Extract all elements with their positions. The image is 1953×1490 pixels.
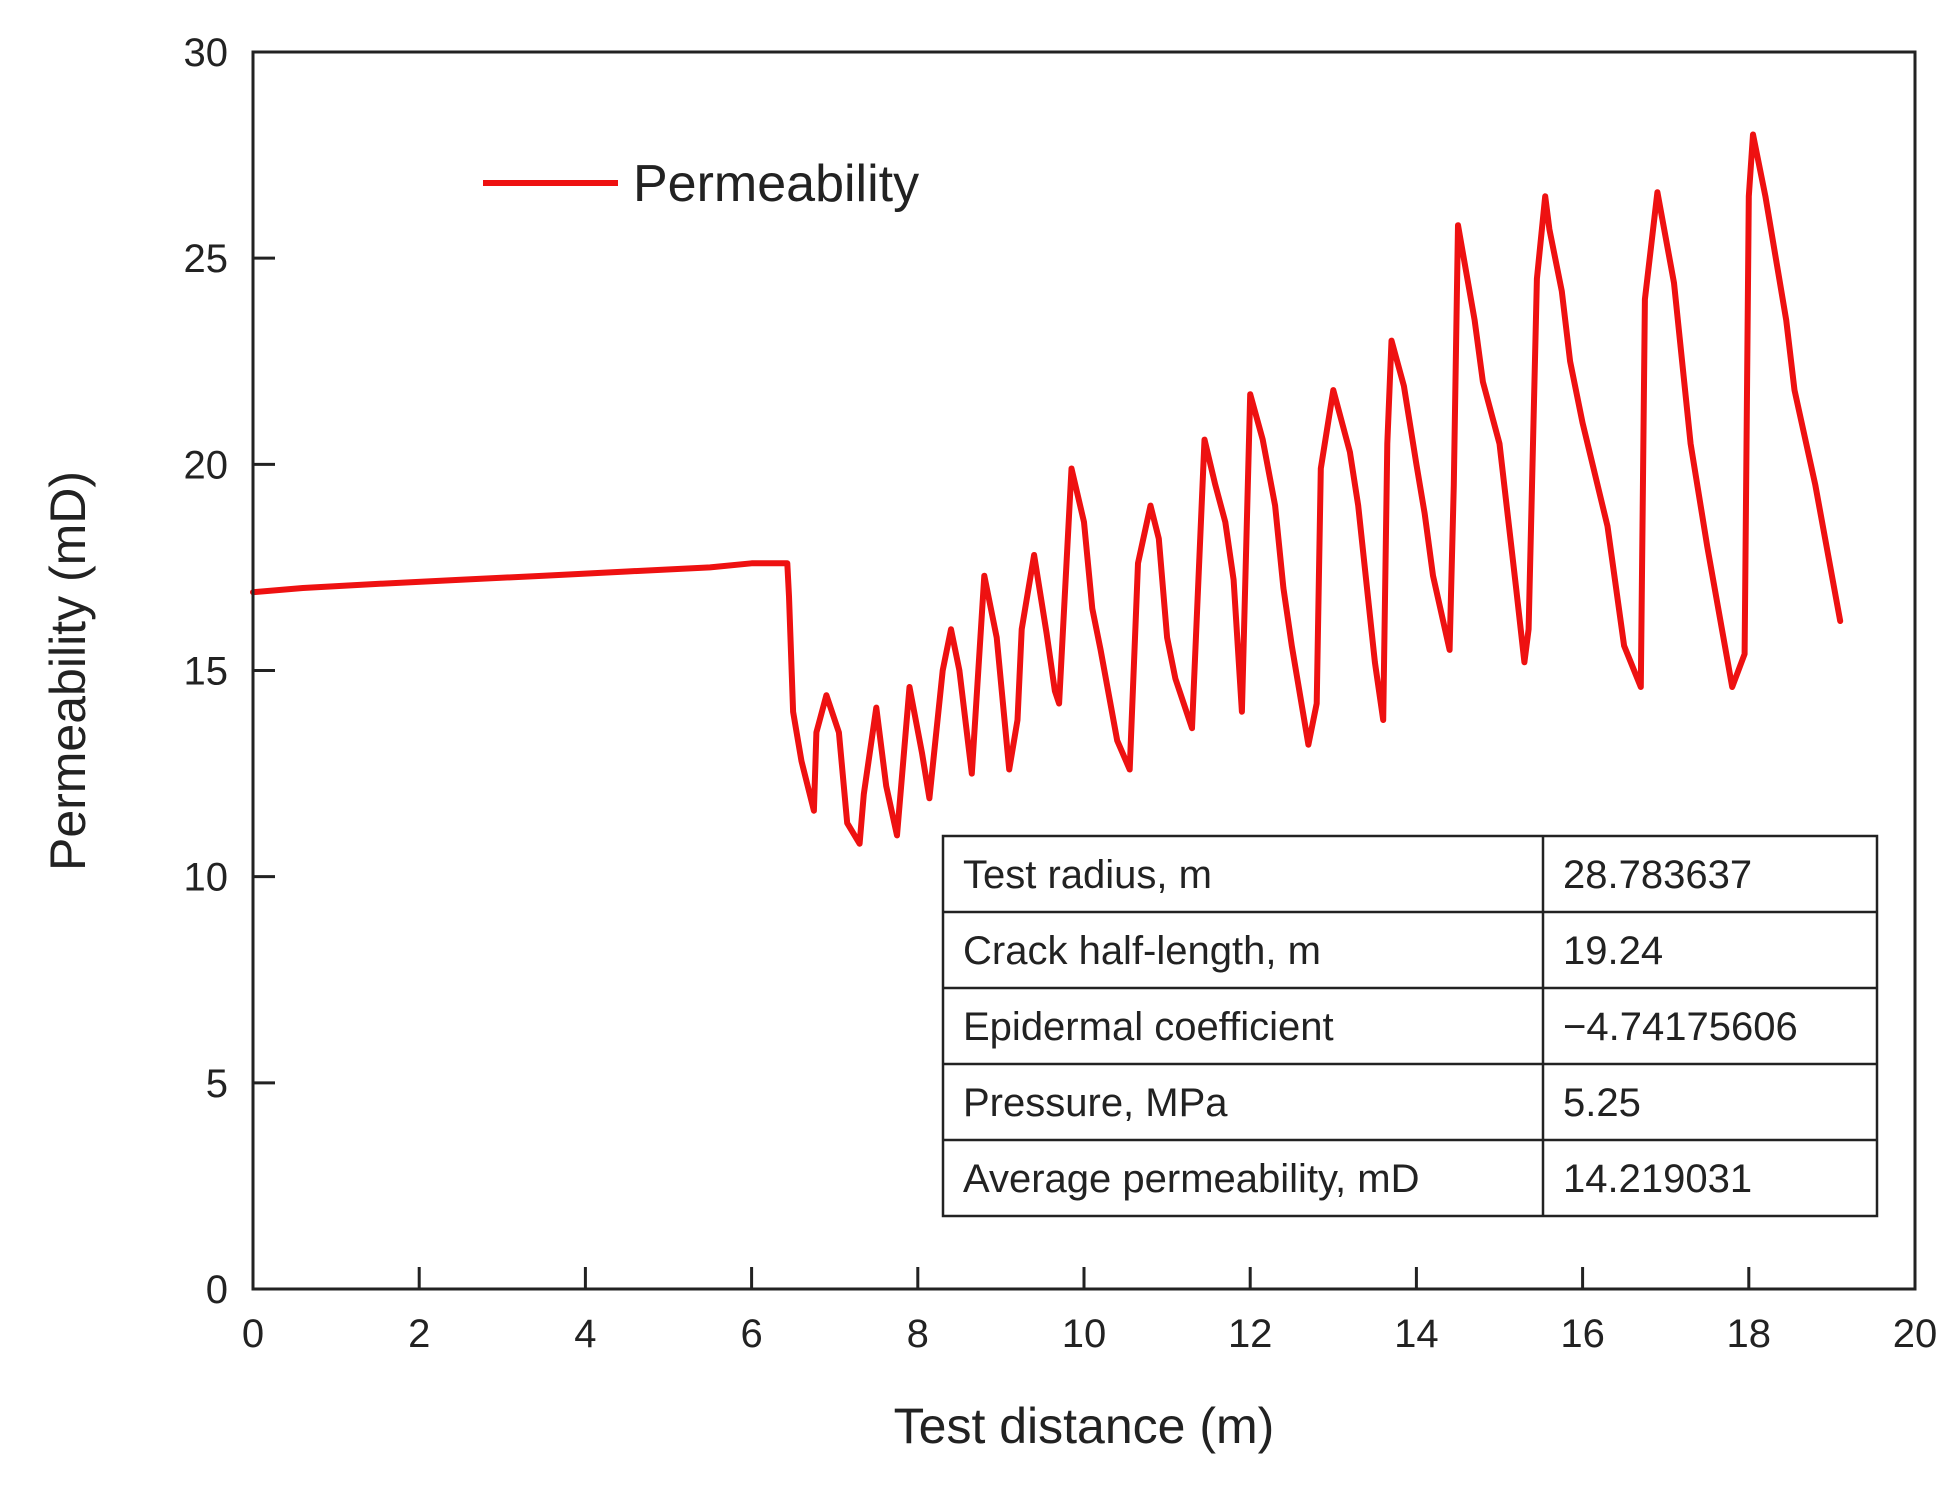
y-tick-label: 25 [184,237,229,281]
series-layer [250,131,1844,847]
x-tick-label: 6 [740,1312,762,1356]
series-line-permeability [250,131,1844,847]
y-tick-label: 30 [184,31,229,75]
table-border [941,834,1879,1218]
table-cell-value: 19.24 [1563,929,1663,973]
y-axis-title: Permeability (mD) [40,471,96,871]
table-cell-label: Average permeability, mD [963,1157,1419,1201]
y-tick-label: 20 [184,443,229,487]
parameters-table: Test radius, m 28.783637 Crack half-length… [941,834,1879,1218]
y-tick-label: 15 [184,650,229,694]
legend-label: Permeability [633,155,919,213]
table-cell-value: 5.25 [1563,1081,1641,1125]
x-tick-label: 18 [1727,1312,1772,1356]
axis-ticks: 0 2 4 6 8 10 12 14 16 18 20 0 5 10 15 20 25 30 [184,31,1938,1356]
y-tick-label: 10 [184,856,229,900]
y-tick-label: 5 [206,1062,228,1106]
legend: Permeability [483,155,919,213]
table-cell-label: Crack half-length, m [963,929,1321,973]
x-tick-label: 12 [1228,1312,1273,1356]
x-tick-label: 14 [1394,1312,1439,1356]
y-tick-label: 0 [206,1268,228,1312]
table-cell-label: Pressure, MPa [963,1081,1228,1125]
table-cell-value: 14.219031 [1563,1157,1752,1201]
x-tick-label: 8 [907,1312,929,1356]
table-cell-value: −4.74175606 [1563,1005,1798,1049]
x-tick-label: 10 [1062,1312,1107,1356]
x-tick-label: 0 [242,1312,264,1356]
table-cell-label: Test radius, m [963,853,1212,897]
x-axis-title: Test distance (m) [894,1398,1275,1454]
table-cell-label: Epidermal coefficient [963,1005,1334,1049]
x-tick-label: 4 [574,1312,596,1356]
table-cell-value: 28.783637 [1563,853,1752,897]
plot-area-frame [251,50,1917,1291]
x-tick-label: 16 [1560,1312,1605,1356]
x-tick-label: 2 [408,1312,430,1356]
x-tick-label: 20 [1893,1312,1938,1356]
